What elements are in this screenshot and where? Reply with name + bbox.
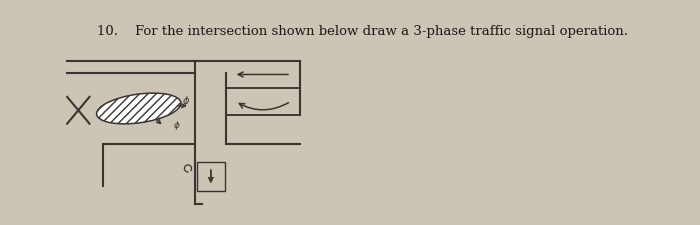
Text: $\phi$: $\phi$ bbox=[182, 94, 190, 108]
Bar bbox=[197, 162, 225, 191]
Text: $\phi$: $\phi$ bbox=[172, 119, 180, 132]
Ellipse shape bbox=[97, 93, 181, 124]
Text: ↓: ↓ bbox=[206, 170, 216, 183]
Text: 10.    For the intersection shown below draw a 3-phase traffic signal operation.: 10. For the intersection shown below dra… bbox=[97, 25, 628, 38]
